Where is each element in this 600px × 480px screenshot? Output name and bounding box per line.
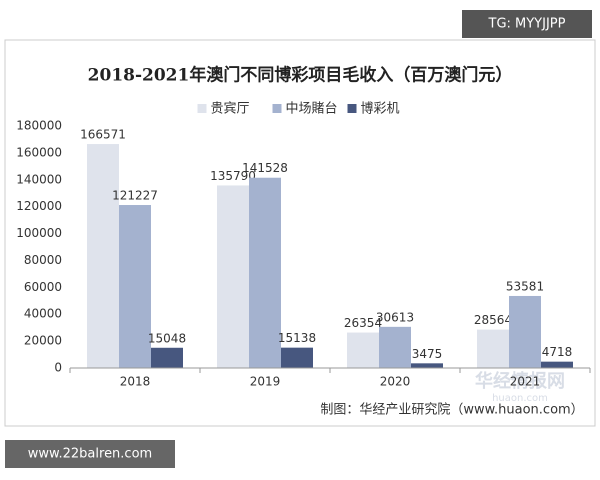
chart-title: 2018-2021年澳门不同博彩项目毛收入（百万澳门元） — [88, 65, 513, 86]
value-label: 4718 — [542, 345, 573, 359]
value-label: 141528 — [242, 161, 288, 175]
y-tick-label: 160000 — [16, 145, 62, 159]
legend-label: 贵宾厅 — [211, 101, 250, 117]
y-tick-label: 0 — [54, 361, 62, 375]
bar — [411, 363, 443, 368]
value-label: 53581 — [506, 279, 544, 293]
value-label: 15048 — [148, 331, 186, 345]
legend-swatch — [197, 104, 207, 113]
x-tick-label: 2018 — [120, 375, 151, 389]
value-label: 26354 — [344, 316, 382, 330]
source-note: 制图：华经产业研究院（www.huaon.com） — [320, 403, 583, 418]
value-label: 121227 — [112, 189, 158, 203]
value-label: 15138 — [278, 331, 316, 345]
value-label: 30613 — [376, 310, 414, 324]
watermark: TG: MYYJJPP — [488, 17, 566, 32]
y-tick-label: 60000 — [24, 280, 62, 294]
bar — [249, 177, 281, 368]
y-tick-label: 100000 — [16, 226, 62, 240]
watermark: 华经情报网 — [475, 370, 565, 392]
watermark-badge — [5, 440, 175, 468]
x-tick-label: 2019 — [250, 375, 281, 389]
bar — [119, 205, 151, 368]
watermark: huaon.com — [492, 393, 548, 404]
y-tick-label: 40000 — [24, 307, 62, 321]
value-label: 166571 — [80, 128, 126, 142]
bar — [87, 144, 119, 368]
y-tick-label: 80000 — [24, 253, 62, 267]
bar — [347, 332, 379, 368]
legend-label: 中场賭台 — [286, 102, 338, 117]
legend-label: 博彩机 — [361, 102, 400, 117]
legend-swatch — [272, 104, 282, 113]
y-tick-label: 140000 — [16, 172, 62, 186]
bar — [281, 347, 313, 368]
watermark-badge — [462, 10, 592, 38]
value-label: 3475 — [412, 347, 443, 361]
value-label: 135790 — [210, 169, 256, 183]
bar — [509, 295, 541, 368]
x-tick-label: 2021 — [510, 375, 541, 389]
y-tick-label: 20000 — [24, 334, 62, 348]
bar — [151, 347, 183, 368]
bar — [217, 185, 249, 368]
value-label: 28564 — [474, 313, 512, 327]
bar — [541, 361, 573, 368]
y-tick-label: 180000 — [16, 119, 62, 133]
y-tick-label: 120000 — [16, 199, 62, 213]
bar — [477, 329, 509, 368]
watermark: www.22balren.com — [28, 447, 152, 462]
x-tick-label: 2020 — [380, 375, 411, 389]
legend-swatch — [347, 104, 357, 113]
bar — [379, 326, 411, 368]
